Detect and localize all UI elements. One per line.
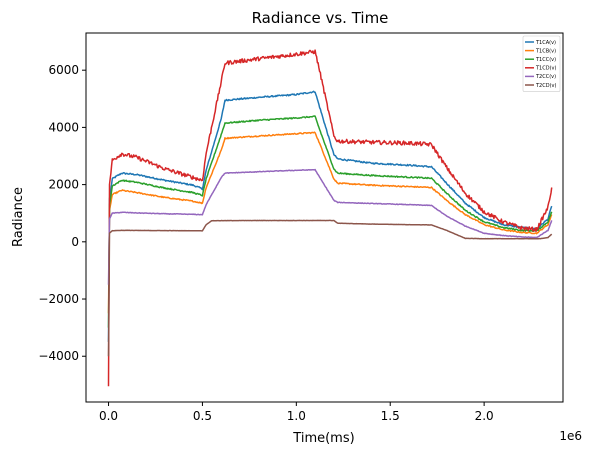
series-line-t1cb-v xyxy=(107,131,553,314)
y-tick-label: −4000 xyxy=(38,349,79,363)
x-tick-label: 1.0 xyxy=(287,409,306,423)
y-tick-label: −2000 xyxy=(38,292,79,306)
legend-label: T2CC(v) xyxy=(535,74,556,80)
series-line-t2cc-v xyxy=(107,168,553,285)
y-axis-label: Radiance xyxy=(11,187,26,247)
legend-label: T1CB(v) xyxy=(535,48,556,54)
x-offset-text: 1e6 xyxy=(559,429,582,443)
series-line-t1cc-v xyxy=(107,115,553,328)
y-tick-label: 6000 xyxy=(48,63,79,77)
y-tick-label: 4000 xyxy=(48,120,79,134)
series-line-t1ca-v xyxy=(107,90,553,342)
chart-title: Radiance vs. Time xyxy=(252,9,389,27)
legend-label: T2CD(v) xyxy=(535,83,556,89)
y-axis: −4000 −2000 0 2000 4000 6000 xyxy=(38,63,86,363)
x-tick-label: 0.0 xyxy=(99,409,118,423)
x-tick-label: 0.5 xyxy=(193,409,212,423)
series-line-t2cd-v xyxy=(107,219,553,357)
plot-frame xyxy=(85,32,564,403)
x-axis-label: Time(ms) xyxy=(292,431,354,446)
legend: T1CA(v) T1CB(v) T1CC(v) T1CD(v) T2CC(v) T2CD(… xyxy=(522,35,561,92)
x-tick-label: 2.0 xyxy=(475,409,494,423)
y-tick-label: 2000 xyxy=(48,178,79,192)
y-tick-label: 0 xyxy=(71,235,79,249)
legend-label: T1CA(v) xyxy=(535,40,556,46)
series-layer xyxy=(107,49,553,387)
series-line-t1cd-v xyxy=(107,49,553,387)
x-axis: 0.0 0.5 1.0 1.5 2.0 xyxy=(99,402,494,423)
x-tick-label: 1.5 xyxy=(381,409,400,423)
legend-label: T1CD(v) xyxy=(535,66,556,72)
legend-label: T1CC(v) xyxy=(535,57,556,63)
